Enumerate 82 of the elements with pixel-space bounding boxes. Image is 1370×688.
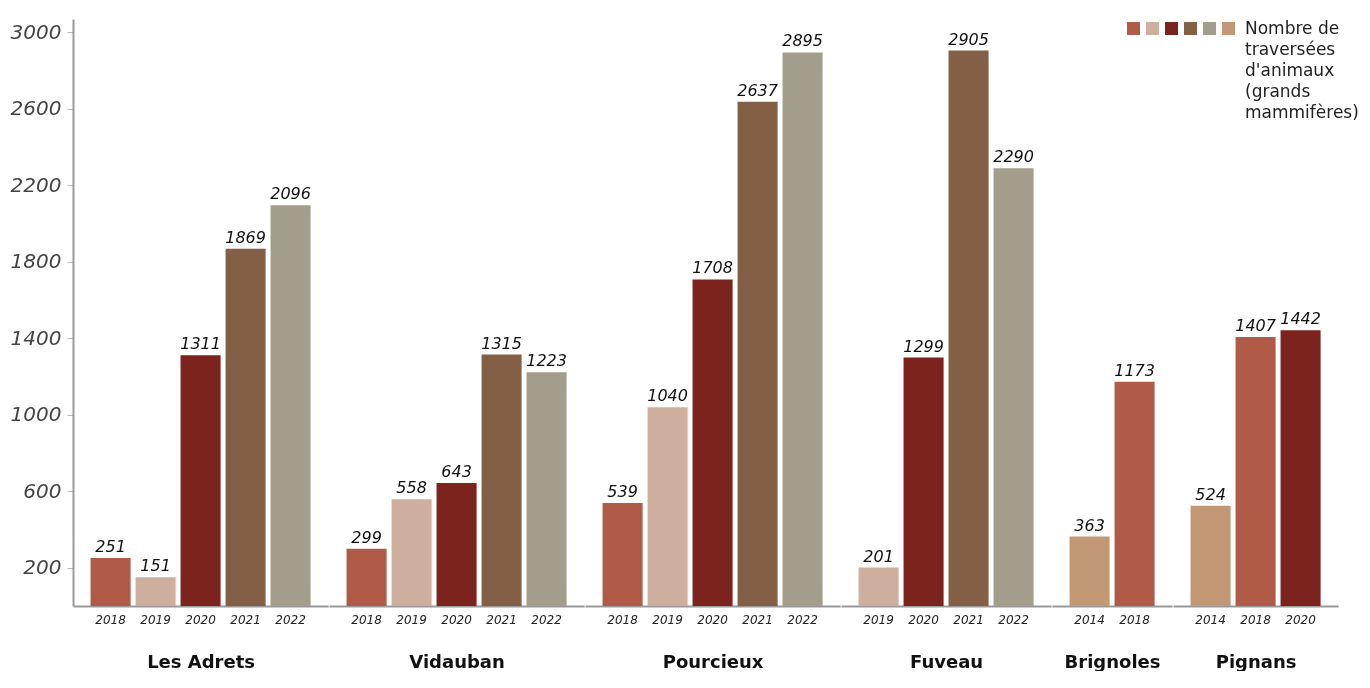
y-tick-label: 2600 <box>10 96 62 121</box>
bar <box>391 499 432 606</box>
x-tick-label: 2019 <box>863 612 894 627</box>
bar <box>993 168 1034 606</box>
data-label: 1311 <box>180 334 221 354</box>
x-tick-label: 2020 <box>697 612 729 627</box>
data-label: 1315 <box>481 333 522 353</box>
x-axis-title: Vidauban <box>409 650 505 672</box>
y-tick-label: 600 <box>23 478 62 503</box>
bar <box>346 548 387 606</box>
bar <box>903 357 944 606</box>
bar <box>737 101 778 606</box>
x-tick-label: 2019 <box>652 612 683 627</box>
bar <box>436 483 477 606</box>
x-tick-label: 2014 <box>1074 612 1105 627</box>
data-label: 363 <box>1074 515 1105 535</box>
x-tick-label: 2018 <box>95 612 127 627</box>
x-tick-label: 2021 <box>230 612 261 627</box>
bar <box>90 558 131 606</box>
data-label: 151 <box>140 556 171 576</box>
data-label: 2096 <box>270 184 311 204</box>
bar <box>270 205 311 606</box>
data-label: 643 <box>441 462 472 482</box>
bar <box>948 50 989 606</box>
data-label: 1869 <box>225 227 266 247</box>
data-label: 251 <box>95 537 126 557</box>
bar <box>692 279 733 606</box>
bar <box>225 248 266 606</box>
x-tick-label: 2018 <box>1119 612 1151 627</box>
data-label: 1040 <box>647 386 688 406</box>
bar <box>481 354 522 606</box>
bar <box>782 52 823 606</box>
data-label: 2637 <box>737 80 779 100</box>
y-tick-label: 3000 <box>10 19 62 44</box>
data-label: 2290 <box>993 147 1034 167</box>
x-axis-title: Pignans <box>1215 650 1297 672</box>
x-tick-label: 2020 <box>908 612 940 627</box>
data-label: 524 <box>1195 484 1226 504</box>
bar <box>526 372 567 606</box>
data-label: 539 <box>607 481 638 501</box>
x-tick-label: 2022 <box>787 612 818 627</box>
x-tick-label: 2021 <box>486 612 517 627</box>
x-tick-label: 2022 <box>531 612 562 627</box>
data-label: 2905 <box>948 29 989 49</box>
x-axis-title: Brignoles <box>1064 650 1161 672</box>
bar <box>135 577 176 606</box>
x-tick-label: 2018 <box>607 612 639 627</box>
data-label: 1407 <box>1235 315 1277 335</box>
legend-title: Nombre de traversées d'animaux (grands mammifères) <box>1245 18 1360 123</box>
data-label: 1223 <box>526 351 567 371</box>
x-tick-label: 2018 <box>351 612 383 627</box>
x-tick-label: 2019 <box>140 612 171 627</box>
x-tick-label: 2021 <box>953 612 984 627</box>
data-label: 558 <box>396 478 427 498</box>
bar <box>647 407 688 606</box>
y-tick-label: 1000 <box>10 402 62 427</box>
x-tick-label: 2019 <box>396 612 427 627</box>
data-label: 1173 <box>1114 360 1155 380</box>
y-tick-label: 200 <box>23 555 62 580</box>
x-tick-label: 2022 <box>998 612 1029 627</box>
x-tick-label: 2020 <box>441 612 473 627</box>
data-label: 1708 <box>692 258 733 278</box>
data-label: 299 <box>351 527 382 547</box>
data-label: 201 <box>863 546 894 566</box>
y-tick-label: 2200 <box>10 172 62 197</box>
x-tick-label: 2020 <box>185 612 217 627</box>
x-tick-label: 2022 <box>275 612 306 627</box>
y-tick-label: 1400 <box>10 325 62 350</box>
x-tick-label: 2021 <box>742 612 773 627</box>
data-label: 2895 <box>782 31 823 51</box>
y-tick-label: 1800 <box>10 249 62 274</box>
bar <box>858 567 899 606</box>
x-axis-title: Fuveau <box>910 650 984 672</box>
x-tick-label: 2020 <box>1285 612 1317 627</box>
x-axis-title: Les Adrets <box>147 650 256 672</box>
data-label: 1442 <box>1280 309 1321 329</box>
bar <box>180 355 221 606</box>
x-tick-label: 2018 <box>1240 612 1272 627</box>
data-label: 1299 <box>903 336 944 356</box>
x-axis-title: Pourcieux <box>662 650 764 672</box>
x-tick-label: 2014 <box>1195 612 1226 627</box>
bar <box>602 502 643 606</box>
